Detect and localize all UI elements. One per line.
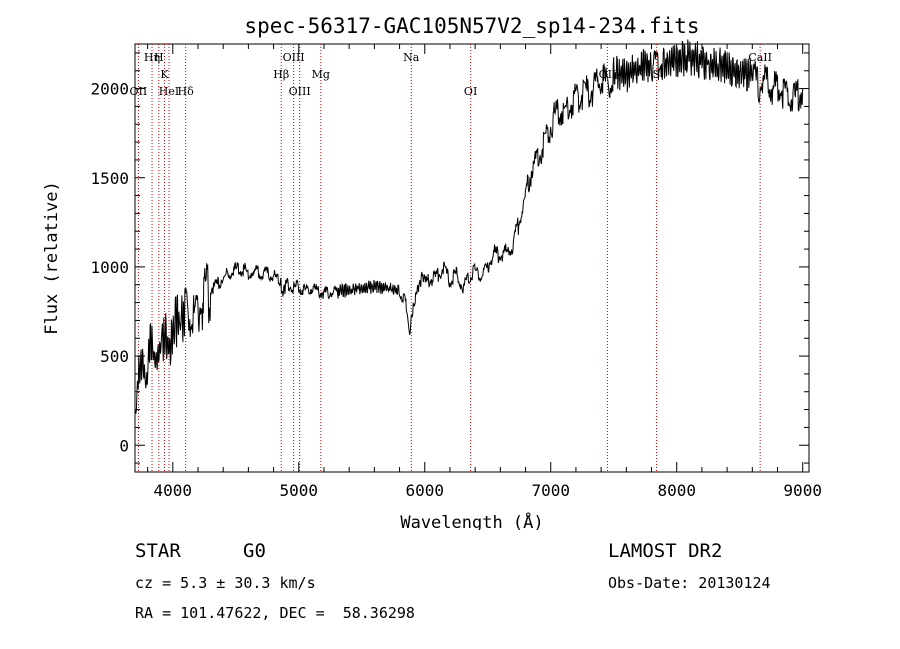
y-tick-label: 2000: [90, 80, 129, 99]
spectral-line-label: Hδ: [178, 85, 195, 98]
spectrum-line: [134, 39, 804, 415]
spectral-line-label: OI: [464, 85, 477, 98]
coordinates: RA = 101.47622, DEC = 58.36298: [135, 604, 415, 622]
spectral-line-label: OIII: [283, 51, 305, 64]
y-axis-label: Flux (relative): [42, 181, 62, 335]
y-axis-ticks: 0 500 1000 1500 2000: [90, 52, 809, 464]
spectral-class: G0: [243, 540, 266, 562]
x-axis-ticks: 4000 5000 6000 7000 8000 9000: [147, 44, 822, 500]
survey-name: LAMOST DR2: [608, 540, 723, 562]
x-tick-label: 6000: [405, 481, 444, 500]
x-axis-label: Wavelength (Å): [400, 511, 543, 530]
redshift-readout: cz = 5.3 ± 30.3 km/s: [135, 574, 316, 592]
spectral-line-label: CaII: [748, 51, 772, 64]
chart-title: spec-56317-GAC105N57V2_sp14-234.fits: [244, 14, 699, 38]
x-tick-label: 7000: [531, 481, 570, 500]
object-type: STAR: [135, 540, 181, 562]
spectral-line-label: H: [154, 51, 164, 64]
y-tick-label: 500: [100, 347, 129, 366]
x-tick-label: 5000: [280, 481, 319, 500]
spectrum-chart: spec-56317-GAC105N57V2_sp14-234.fits HηH…: [42, 14, 822, 530]
plot-frame: [134, 43, 810, 473]
obs-date: Obs-Date: 20130124: [608, 574, 771, 592]
spectral-line-label: Hβ: [273, 68, 289, 81]
spectral-line-label: Na: [403, 51, 420, 64]
y-tick-label: 1500: [90, 169, 129, 188]
spectral-line-label: OIII: [289, 85, 311, 98]
x-tick-label: 4000: [154, 481, 193, 500]
spectral-line-label: Hη: [144, 51, 160, 64]
spectral-line-label: Mg: [312, 68, 330, 81]
spectral-line-markers: [137, 44, 761, 472]
x-tick-label: 9000: [783, 481, 822, 500]
y-tick-label: 1000: [90, 258, 129, 277]
spectral-line-label: S: [653, 68, 661, 81]
x-tick-label: 8000: [657, 481, 696, 500]
spectral-line-label: K: [160, 68, 169, 81]
spectral-line-label: HeI: [159, 85, 179, 98]
y-tick-label: 0: [119, 436, 129, 455]
spectral-line-label: OII: [130, 85, 148, 98]
